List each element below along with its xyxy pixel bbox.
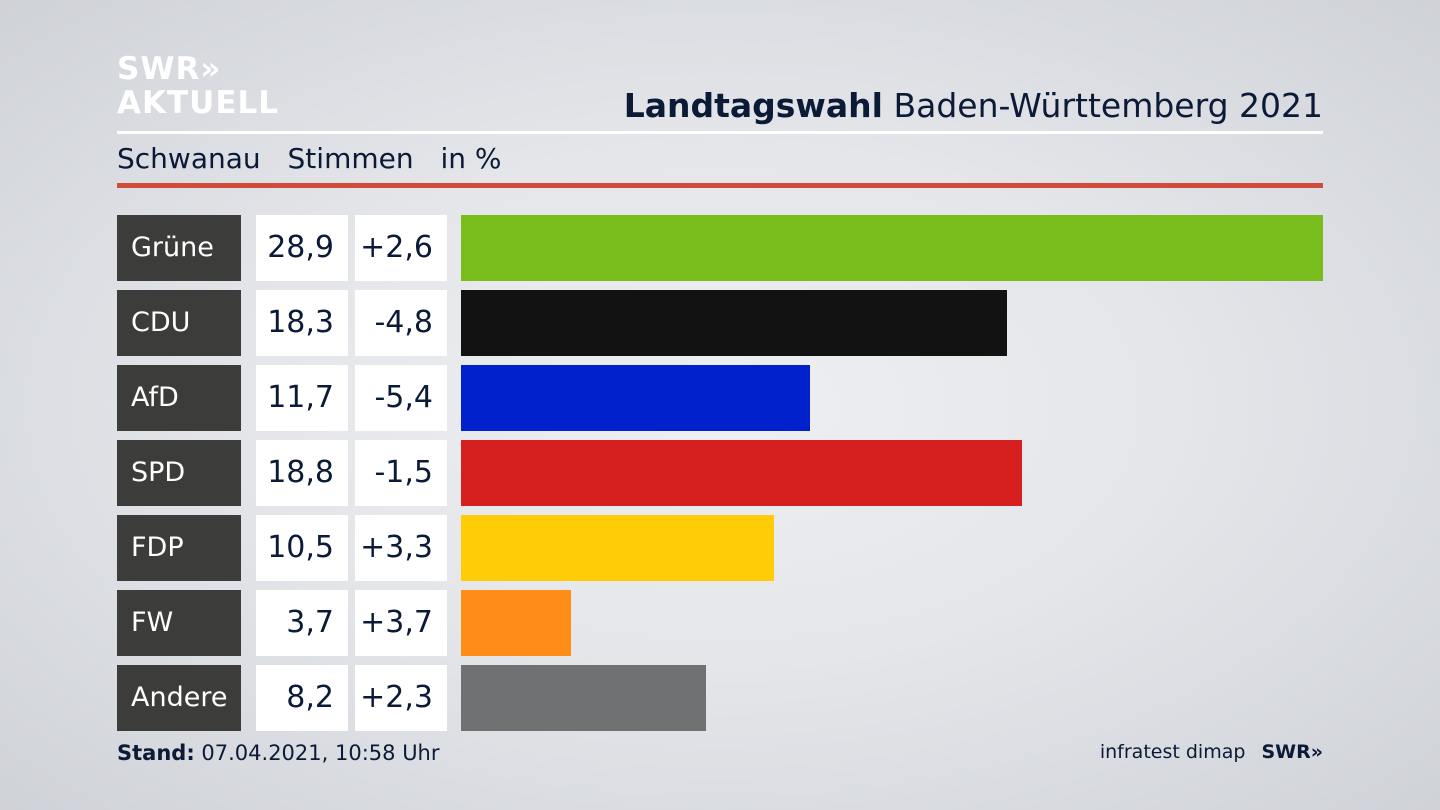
vote-change-value: -4,8: [355, 290, 447, 356]
result-bar: [461, 365, 810, 431]
party-label: Andere: [117, 665, 241, 731]
vote-share-value: 3,7: [256, 590, 348, 656]
vote-share-value: 28,9: [256, 215, 348, 281]
party-label: FDP: [117, 515, 241, 581]
result-bar: [461, 515, 775, 581]
vote-share-value: 10,5: [256, 515, 348, 581]
vote-change-value: +2,6: [355, 215, 447, 281]
vote-share-value: 18,3: [256, 290, 348, 356]
stand-value: 07.04.2021, 10:58 Uhr: [201, 741, 440, 765]
vote-share-value: 18,8: [256, 440, 348, 506]
vote-change-value: -5,4: [355, 365, 447, 431]
vote-change-value: -1,5: [355, 440, 447, 506]
result-bar: [461, 440, 1022, 506]
timestamp: Stand: 07.04.2021, 10:58 Uhr: [117, 741, 440, 765]
subtitle-measure: Stimmen: [287, 142, 414, 175]
party-label: SPD: [117, 440, 241, 506]
title-rest: Baden-Württemberg 2021: [893, 86, 1323, 125]
vote-share-value: 8,2: [256, 665, 348, 731]
logo-line-1: SWR»: [117, 51, 222, 87]
result-bar: [461, 665, 706, 731]
vote-share-value: 11,7: [256, 365, 348, 431]
header-divider: [117, 131, 1323, 134]
source-credit: infratest dimap SWR»: [1100, 741, 1323, 763]
accent-divider: [117, 183, 1323, 188]
vote-change-value: +3,7: [355, 590, 447, 656]
result-bar: [461, 590, 572, 656]
chart-subtitle: Schwanau Stimmen in %: [117, 142, 520, 175]
swr-brand: SWR»: [1261, 741, 1323, 763]
vote-change-value: +2,3: [355, 665, 447, 731]
party-label: FW: [117, 590, 241, 656]
swr-aktuell-logo: SWR» AKTUELL: [117, 54, 279, 119]
page-title: Landtagswahl Baden-Württemberg 2021: [624, 86, 1323, 125]
subtitle-unit: in %: [440, 142, 502, 175]
stand-label: Stand:: [117, 741, 195, 765]
title-bold: Landtagswahl: [623, 86, 883, 125]
party-label: Grüne: [117, 215, 241, 281]
result-bar: [461, 290, 1007, 356]
subtitle-place: Schwanau: [117, 142, 261, 175]
logo-line-2: AKTUELL: [117, 85, 280, 121]
source-text: infratest dimap: [1099, 741, 1246, 763]
vote-change-value: +3,3: [355, 515, 447, 581]
party-label: AfD: [117, 365, 241, 431]
result-bar: [461, 215, 1323, 281]
party-label: CDU: [117, 290, 241, 356]
